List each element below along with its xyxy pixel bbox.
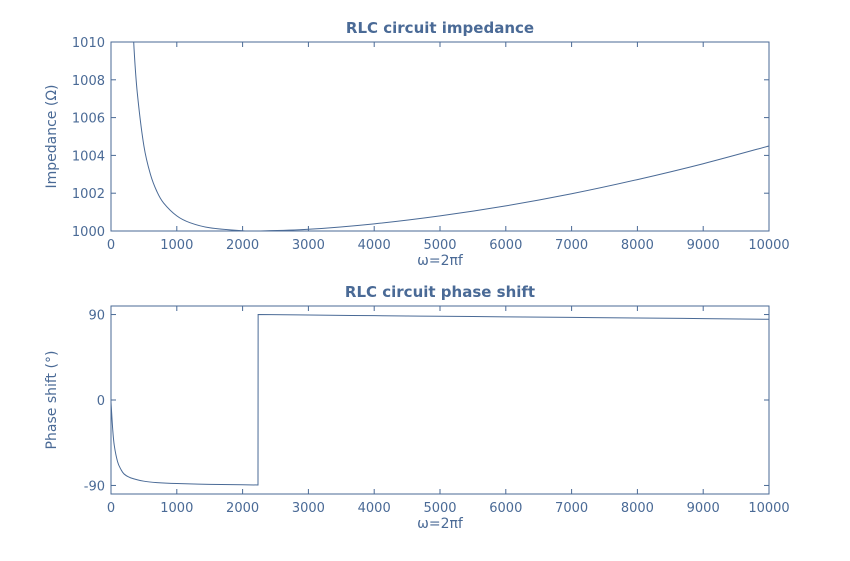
series-line <box>133 42 769 231</box>
y-tick-label: -90 <box>84 479 105 494</box>
x-tick-label: 10000 <box>748 238 789 253</box>
y-axis-label: Impedance (Ω) <box>44 85 60 189</box>
axes-box <box>110 41 770 232</box>
x-tick-label: 9000 <box>687 501 720 516</box>
y-tick-label: 1004 <box>72 149 105 164</box>
x-tick-label: 4000 <box>358 238 391 253</box>
y-axis-label: Phase shift (°) <box>44 351 60 450</box>
x-tick-label: 3000 <box>292 501 325 516</box>
x-tick-label: 6000 <box>489 501 522 516</box>
x-tick-label: 7000 <box>555 501 588 516</box>
subplot-2: 0 1000 2000 3000 4000 5000 6000 7000 8000 9000 100… <box>44 283 790 532</box>
x-tick-label: 3000 <box>292 238 325 253</box>
x-tick-label: 8000 <box>621 501 654 516</box>
x-tick-label: 5000 <box>423 238 456 253</box>
x-tick-label: 0 <box>107 501 115 516</box>
x-tick-label: 10000 <box>748 501 789 516</box>
chart-title: RLC circuit impedance <box>346 19 534 37</box>
x-tick-label: 8000 <box>621 238 654 253</box>
x-tick-label: 5000 <box>423 501 456 516</box>
x-tick-label: 1000 <box>160 238 193 253</box>
x-tick-label: 0 <box>107 238 115 253</box>
y-tick-label: 1002 <box>72 187 105 202</box>
x-tick-label: 2000 <box>226 238 259 253</box>
x-tick-label: 2000 <box>226 501 259 516</box>
y-tick-label: 90 <box>88 309 105 324</box>
x-axis-label: ω=2πf <box>417 253 464 269</box>
x-tick-label: 7000 <box>555 238 588 253</box>
y-tick-label: 1006 <box>72 112 105 127</box>
y-tick-label: 1000 <box>72 225 105 240</box>
x-tick-label: 9000 <box>687 238 720 253</box>
x-axis-label: ω=2πf <box>417 516 464 532</box>
y-tick-label: 1010 <box>72 36 105 51</box>
axes-box <box>110 305 770 495</box>
x-tick-label: 4000 <box>358 501 391 516</box>
y-tick-label: 0 <box>97 394 105 409</box>
y-tick-label: 1008 <box>72 74 105 89</box>
subplot-1: 0 1000 2000 3000 4000 5000 6000 7000 8000 9000 100… <box>44 19 790 269</box>
chart-title: RLC circuit phase shift <box>345 283 535 301</box>
series-line <box>111 314 769 486</box>
x-tick-label: 1000 <box>160 501 193 516</box>
x-tick-label: 6000 <box>489 238 522 253</box>
